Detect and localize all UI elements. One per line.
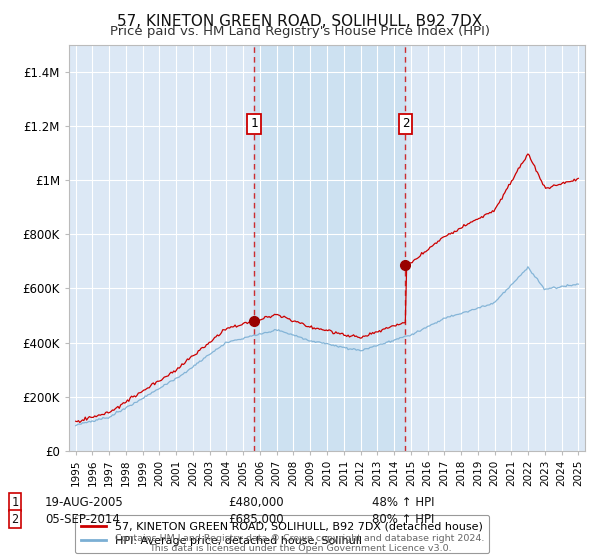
Text: Price paid vs. HM Land Registry's House Price Index (HPI): Price paid vs. HM Land Registry's House … xyxy=(110,25,490,38)
Text: 1: 1 xyxy=(250,118,257,130)
Text: 1: 1 xyxy=(11,496,19,509)
Text: 2: 2 xyxy=(11,512,19,526)
Text: This data is licensed under the Open Government Licence v3.0.: This data is licensed under the Open Gov… xyxy=(149,544,451,553)
Text: 48% ↑ HPI: 48% ↑ HPI xyxy=(372,496,434,509)
Text: 19-AUG-2005: 19-AUG-2005 xyxy=(45,496,124,509)
Text: 2: 2 xyxy=(401,118,409,130)
Legend: 57, KINETON GREEN ROAD, SOLIHULL, B92 7DX (detached house), HPI: Average price, : 57, KINETON GREEN ROAD, SOLIHULL, B92 7D… xyxy=(74,515,489,553)
Text: 05-SEP-2014: 05-SEP-2014 xyxy=(45,512,120,526)
Bar xyxy=(254,45,406,451)
Text: 57, KINETON GREEN ROAD, SOLIHULL, B92 7DX: 57, KINETON GREEN ROAD, SOLIHULL, B92 7D… xyxy=(118,14,482,29)
Text: 80% ↑ HPI: 80% ↑ HPI xyxy=(372,512,434,526)
Text: Contains HM Land Registry data © Crown copyright and database right 2024.: Contains HM Land Registry data © Crown c… xyxy=(115,534,485,543)
Text: £685,000: £685,000 xyxy=(228,512,284,526)
Text: £480,000: £480,000 xyxy=(228,496,284,509)
